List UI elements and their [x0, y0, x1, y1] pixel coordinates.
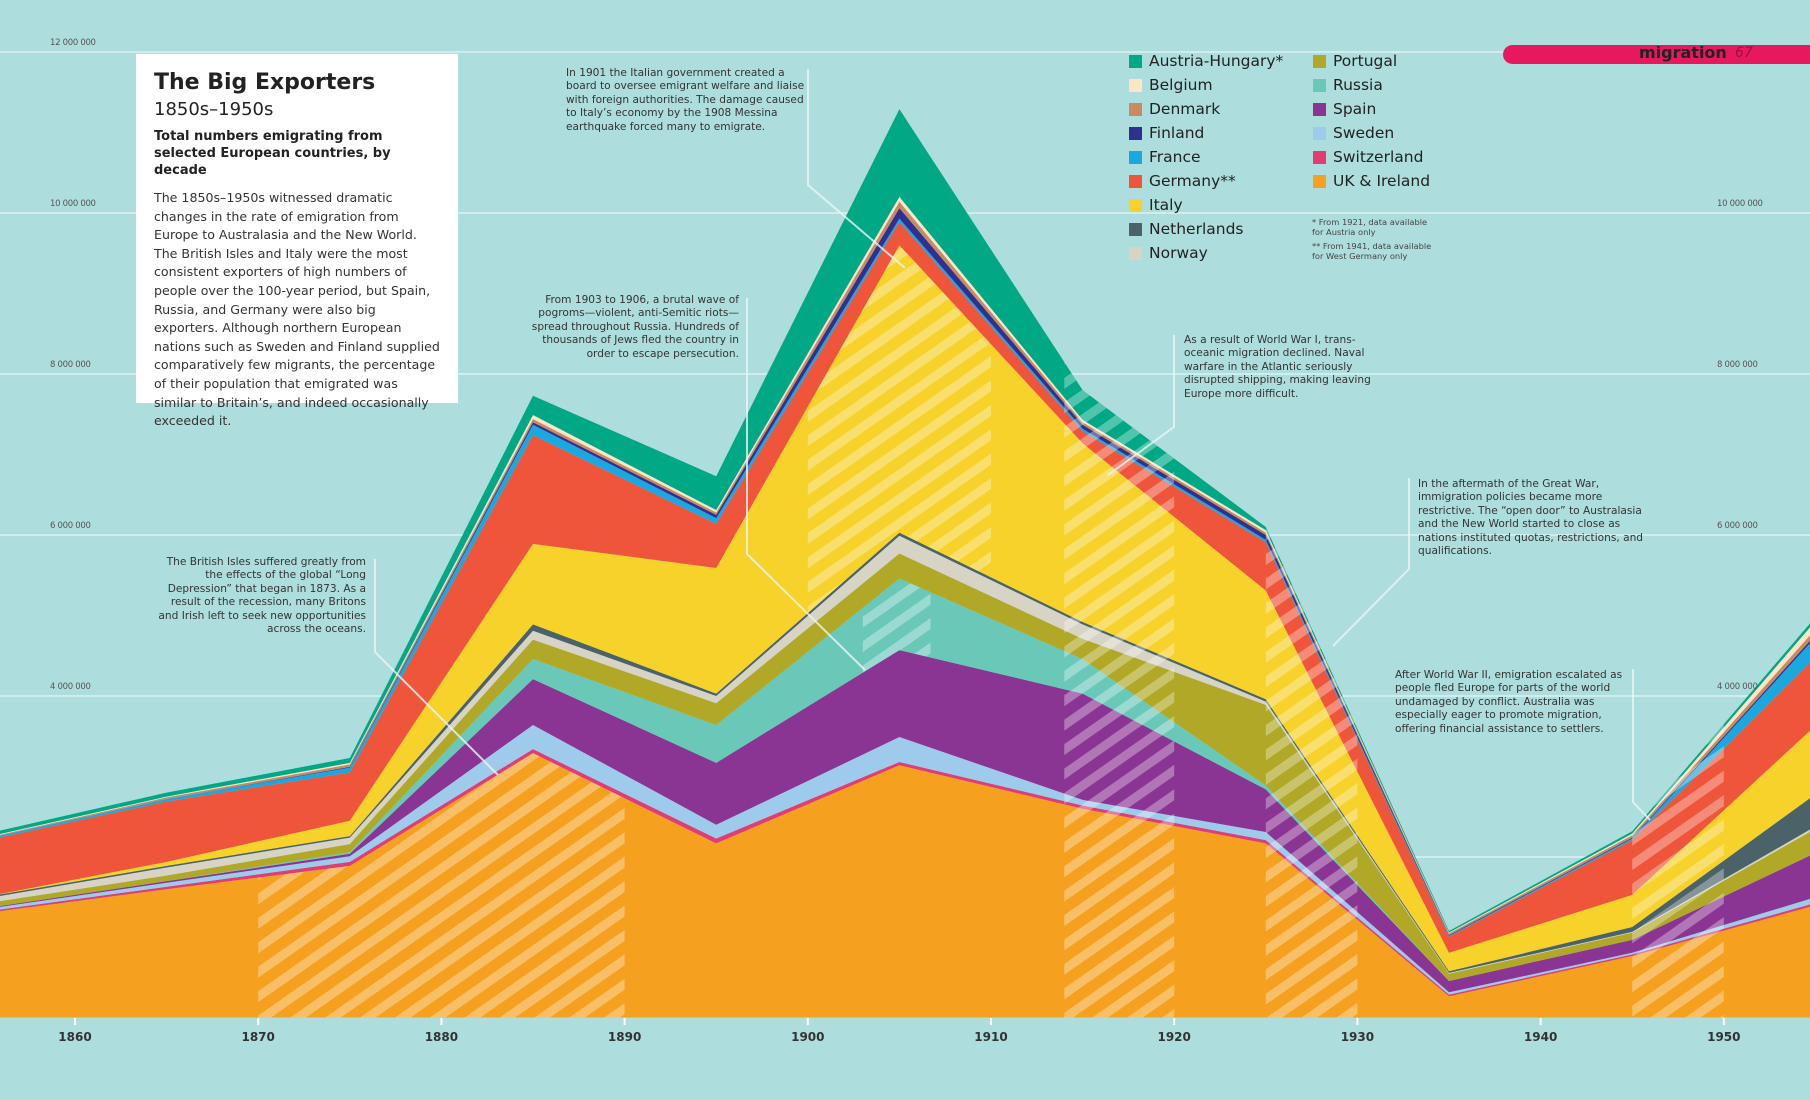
legend-swatch	[1129, 198, 1142, 212]
legend-item: Portugal	[1313, 52, 1397, 70]
legend-swatch	[1129, 54, 1142, 68]
x-tick-label: 1860	[58, 1030, 92, 1044]
legend-item: Denmark	[1129, 100, 1220, 118]
legend-item: France	[1129, 148, 1201, 166]
page-number: 67	[1735, 45, 1753, 61]
legend-item: Switzerland	[1313, 148, 1423, 166]
annotation-ww1: As a result of World War I, trans-oceani…	[1184, 334, 1371, 400]
legend-label: Russia	[1333, 76, 1383, 94]
legend-label: Italy	[1149, 196, 1183, 214]
annotation-britain: The British Isles suffered greatly from …	[158, 556, 366, 636]
annotation-leader-russia	[746, 298, 866, 671]
legend-label: Denmark	[1149, 100, 1221, 118]
legend-label: Netherlands	[1149, 220, 1244, 238]
x-tick-label: 1880	[424, 1030, 459, 1044]
legend-item: UK & Ireland	[1313, 172, 1430, 190]
legend-label: Spain	[1333, 100, 1377, 118]
x-tick-label: 1910	[974, 1030, 1008, 1044]
section-header-tab: migration 67	[1503, 43, 1810, 64]
legend-label: Sweden	[1333, 124, 1395, 142]
legend-label: UK & Ireland	[1333, 172, 1431, 190]
legend-item: Finland	[1129, 124, 1204, 142]
y-tick-label-left: 4 000 000	[50, 682, 91, 692]
annotation-leader-britain	[374, 559, 499, 776]
x-tick-label: 1870	[241, 1030, 275, 1044]
chart-subtitle: Total numbers emigrating from selected E…	[154, 129, 391, 178]
legend-swatch	[1129, 78, 1142, 92]
annotation-leader-italy	[807, 69, 906, 269]
area-sweden	[0, 724, 1810, 995]
legend-swatch	[1129, 174, 1142, 188]
legend-swatch	[1313, 174, 1326, 188]
legend-item: Austria-Hungary*	[1129, 52, 1283, 70]
annotation-leader-ww1	[1107, 335, 1175, 476]
legend-swatch	[1313, 78, 1326, 92]
x-tick-label: 1950	[1707, 1030, 1741, 1044]
legend-item: Netherlands	[1129, 220, 1243, 238]
legend-label: Germany**	[1149, 172, 1236, 190]
legend-swatch	[1129, 126, 1142, 140]
y-tick-label-left: 12 000 000	[50, 38, 96, 48]
legend-label: Portugal	[1333, 52, 1398, 70]
y-tick-label-right: 8 000 000	[1717, 360, 1758, 370]
x-tick-label: 1940	[1523, 1030, 1558, 1044]
legend-item: Belgium	[1129, 76, 1213, 94]
annotation-italy: In 1901 the Italian government created a…	[566, 67, 805, 133]
y-tick-label-right: 4 000 000	[1717, 682, 1758, 692]
annotation-leader-greatwar	[1332, 478, 1410, 647]
area-germany	[0, 221, 1810, 953]
annotation-leader-ww2	[1632, 669, 1651, 821]
legend-item: Spain	[1313, 100, 1376, 118]
legend-label: France	[1149, 148, 1201, 166]
y-tick-label-right: 10 000 000	[1717, 199, 1763, 209]
legend-item: Italy	[1129, 196, 1183, 214]
x-tick-label: 1890	[607, 1030, 642, 1044]
legend-swatch	[1129, 102, 1142, 116]
legend-swatch	[1129, 222, 1142, 236]
legend-item: Germany**	[1129, 172, 1236, 190]
legend-swatch	[1129, 150, 1142, 164]
area-italy	[0, 245, 1810, 972]
chart-description: The 1850s–1950s witnessed dramatic chang…	[154, 190, 440, 429]
info-box: The Big Exporters 1850s–1950s Total numb…	[136, 54, 458, 428]
chart-title: The Big Exporters	[154, 70, 376, 95]
annotation-ww2: After World War II, emigration escalated…	[1395, 669, 1623, 735]
y-tick-label-right: 6 000 000	[1717, 521, 1758, 531]
annotation-russia: From 1903 to 1906, a brutal wave of pogr…	[531, 294, 739, 360]
section-title: migration	[1639, 43, 1727, 62]
chart-period: 1850s–1950s	[154, 99, 274, 120]
legend-item: Russia	[1313, 76, 1383, 94]
legend-swatch	[1313, 102, 1326, 116]
legend-label: Austria-Hungary*	[1149, 52, 1284, 70]
legend-label: Finland	[1149, 124, 1205, 142]
legend-swatch	[1313, 54, 1326, 68]
area-netherlands	[0, 532, 1810, 973]
legend-swatch	[1129, 246, 1142, 260]
legend-label: Norway	[1149, 244, 1208, 262]
y-tick-label-left: 10 000 000	[50, 199, 96, 209]
x-tick-label: 1930	[1340, 1030, 1375, 1044]
legend-label: Switzerland	[1333, 148, 1424, 166]
annotation-greatwar: In the aftermath of the Great War, immig…	[1418, 478, 1644, 558]
area-portugal	[0, 553, 1810, 981]
legend-label: Belgium	[1149, 76, 1213, 94]
footnote-germany: ** From 1941, data available for West Ge…	[1312, 241, 1432, 261]
x-tick-label: 1920	[1157, 1030, 1191, 1044]
y-tick-label-left: 6 000 000	[50, 521, 91, 531]
x-tick-label: 1900	[791, 1030, 825, 1044]
y-tick-label-left: 8 000 000	[50, 360, 91, 370]
legend-swatch	[1313, 126, 1326, 140]
legend-item: Norway	[1129, 244, 1208, 262]
area-spain	[0, 650, 1810, 993]
footnote-austria: * From 1921, data available for Austria …	[1312, 217, 1428, 237]
legend-swatch	[1313, 150, 1326, 164]
legend-item: Sweden	[1313, 124, 1394, 142]
